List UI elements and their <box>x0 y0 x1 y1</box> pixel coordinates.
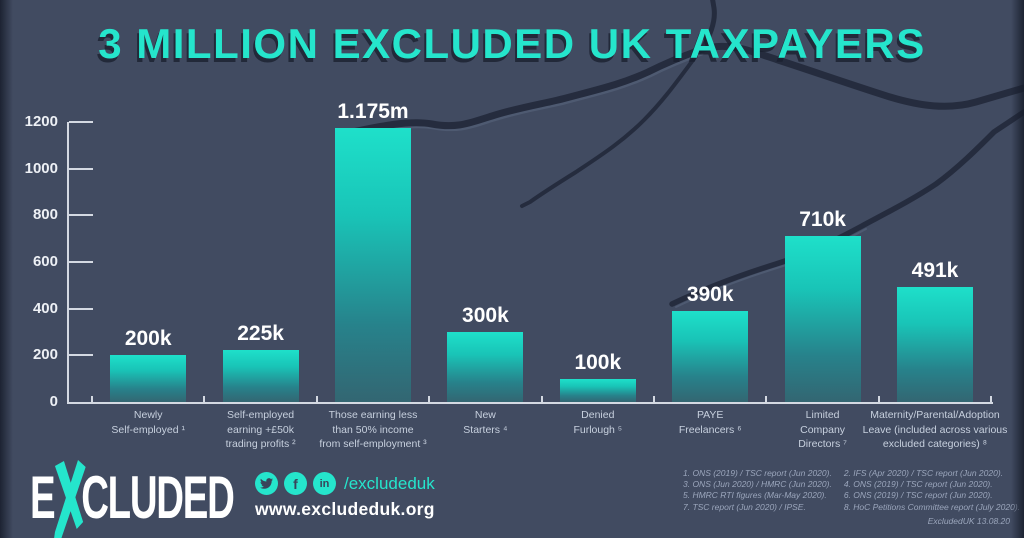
category-label: Limited Company Directors ⁷ <box>798 409 847 451</box>
bar-value-label: 225k <box>237 321 284 345</box>
y-tick-label: 200 <box>32 346 58 364</box>
category-label: Newly Self-employed ¹ <box>111 409 185 436</box>
x-tick <box>91 396 93 402</box>
y-tick-label: 600 <box>32 253 58 270</box>
x-tick <box>540 396 543 402</box>
excluded-logo: E CLUDED <box>30 456 348 538</box>
bar-value-label: 100k <box>574 350 622 374</box>
x-tick <box>315 396 318 402</box>
category-label: PAYE Freelancers ⁶ <box>678 409 742 436</box>
logo-letter-e: E <box>30 463 56 531</box>
linkedin-icon: in <box>313 472 336 495</box>
bar <box>110 355 187 402</box>
page-title: 3 MILLION EXCLUDED UK TAXPAYERS <box>98 20 926 67</box>
facebook-glyph: f <box>293 475 298 492</box>
footnotes-column-1: 1. ONS (2019) / TSC report (Jun 2020). 3.… <box>683 468 832 513</box>
y-tick-label: 800 <box>32 206 58 224</box>
social-block: f in /excludeduk www.excludeduk.org <box>255 472 435 520</box>
logo-letters-cluded: CLUDED <box>81 463 235 531</box>
footnote: 3. ONS (Jun 2020) / HMRC (Jun 2020). <box>683 479 832 490</box>
y-tick-label: 0 <box>49 393 58 410</box>
y-tick-label: 1200 <box>24 113 58 130</box>
footnote: 2. IFS (Apr 2020) / TSC report (Jun 2020… <box>843 468 1004 478</box>
x-tick <box>765 396 768 402</box>
x-tick <box>428 396 431 402</box>
bar-value-label: 491k <box>911 259 959 283</box>
x-tick <box>990 396 993 402</box>
category-label: Self-employed earning +£50k trading prof… <box>225 409 296 451</box>
footnotes: 1. ONS (2019) / TSC report (Jun 2020). 3.… <box>683 468 1020 513</box>
bar <box>222 349 299 402</box>
bar <box>897 287 973 402</box>
y-axis <box>67 122 69 404</box>
x-tick <box>877 396 880 402</box>
logo-x-icon <box>54 460 86 538</box>
footnote: 4. ONS (2019) / TSC report (Jun 2020). <box>843 479 993 490</box>
twitter-icon <box>255 472 278 495</box>
excluded-logo-text: E CLUDED <box>30 454 235 538</box>
x-axis <box>67 402 993 404</box>
bar-value-label: 300k <box>462 304 509 327</box>
social-row: f in /excludeduk <box>255 472 435 495</box>
y-tick <box>69 214 93 217</box>
y-tick-label: 1000 <box>24 159 58 177</box>
bar-value-label: 390k <box>686 283 734 306</box>
bar <box>672 311 749 402</box>
bar-value-label: 710k <box>799 208 846 232</box>
bar <box>447 332 524 402</box>
website-url: www.excludeduk.org <box>255 499 435 519</box>
linkedin-glyph: in <box>319 477 330 490</box>
bar-value-label: 200k <box>124 327 172 351</box>
facebook-icon: f <box>284 472 307 495</box>
category-label: Denied Furlough ⁵ <box>573 409 623 436</box>
bar <box>784 236 861 402</box>
y-tick-label: 400 <box>32 299 58 317</box>
credit-line: ExcludedUK 13.08.20 <box>927 516 1010 526</box>
x-tick <box>203 396 206 402</box>
y-tick <box>69 307 93 310</box>
bar-value-label: 1.175m <box>337 99 409 123</box>
social-handle: /excludeduk <box>344 473 435 493</box>
y-tick <box>69 261 93 263</box>
bar <box>559 378 636 402</box>
footnotes-column-2: 2. IFS (Apr 2020) / TSC report (Jun 2020… <box>844 468 1020 513</box>
footnote: 5. HMRC RTI figures (Mar-May 2020). <box>683 490 827 501</box>
y-tick <box>69 167 93 170</box>
y-tick <box>69 121 93 123</box>
bar <box>335 127 411 402</box>
y-tick <box>69 354 93 357</box>
footnote: 1. ONS (2019) / TSC report (Jun 2020). <box>683 468 832 478</box>
footnote: 6. ONS (2019) / TSC report (Jun 2020). <box>843 490 993 501</box>
category-label: Those earning less than 50% income from … <box>319 409 427 451</box>
footnote: 8. HoC Petitions Committee report (July … <box>843 501 1021 512</box>
category-label: Maternity/Parental/Adoption Leave (inclu… <box>862 409 1008 451</box>
x-tick <box>653 396 655 402</box>
category-label: New Starters ⁴ <box>463 409 508 436</box>
footnote: 7. TSC report (Jun 2020) / IPSE. <box>683 501 806 512</box>
